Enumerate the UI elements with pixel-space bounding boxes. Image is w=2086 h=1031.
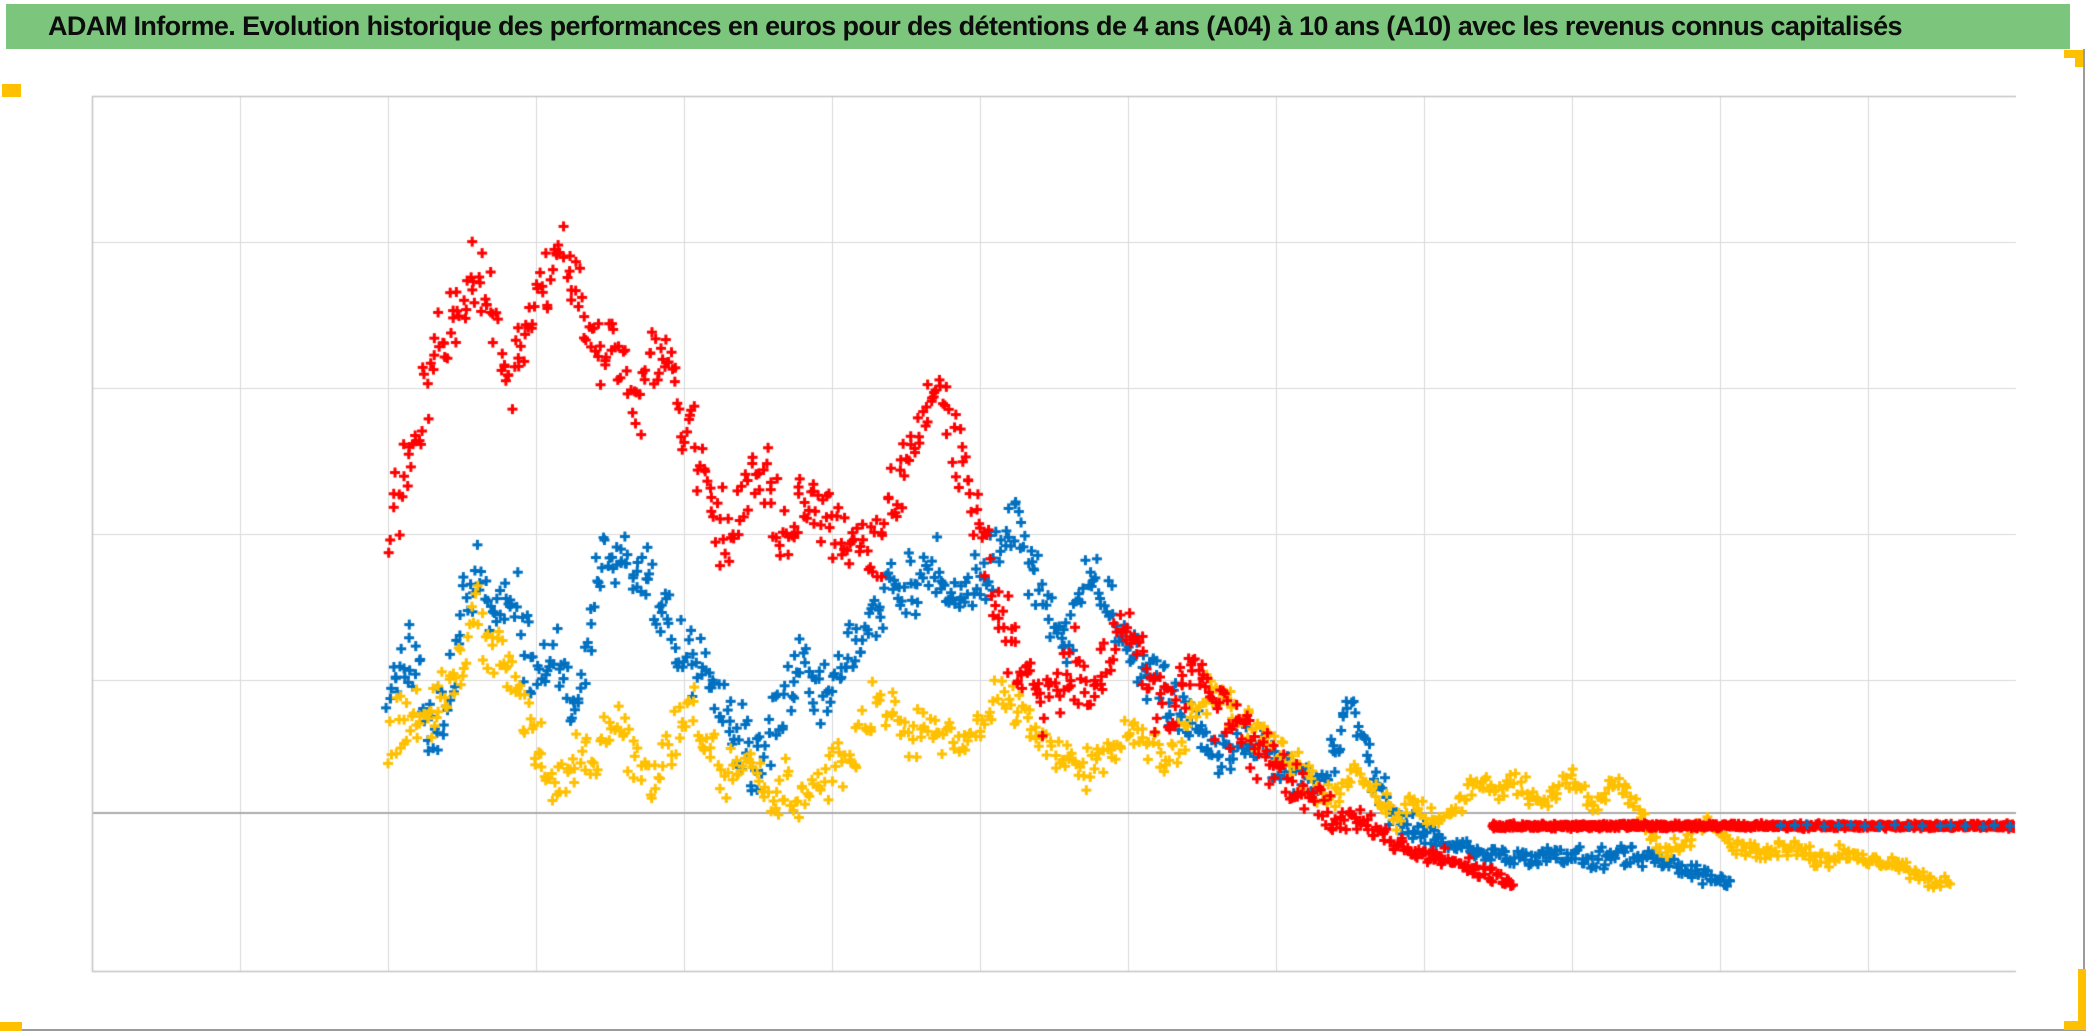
chart-title-banner[interactable]: ADAM Informe. Evolution historique des p… <box>6 4 2070 49</box>
selection-handle-bottom-right[interactable] <box>2078 969 2086 1030</box>
selection-handle-top-right[interactable] <box>2075 50 2083 67</box>
selection-handle-top-right[interactable] <box>2064 50 2083 58</box>
chart-frame-bottom-border <box>0 1029 2086 1031</box>
chart-title-text: ADAM Informe. Evolution historique des p… <box>48 11 1903 41</box>
selection-handle-bottom-right[interactable] <box>2064 1021 2086 1030</box>
chart-frame-right-border <box>2083 49 2085 1031</box>
selection-handle-top-left[interactable] <box>2 84 21 97</box>
selection-handle-bottom-left[interactable] <box>0 1022 22 1031</box>
